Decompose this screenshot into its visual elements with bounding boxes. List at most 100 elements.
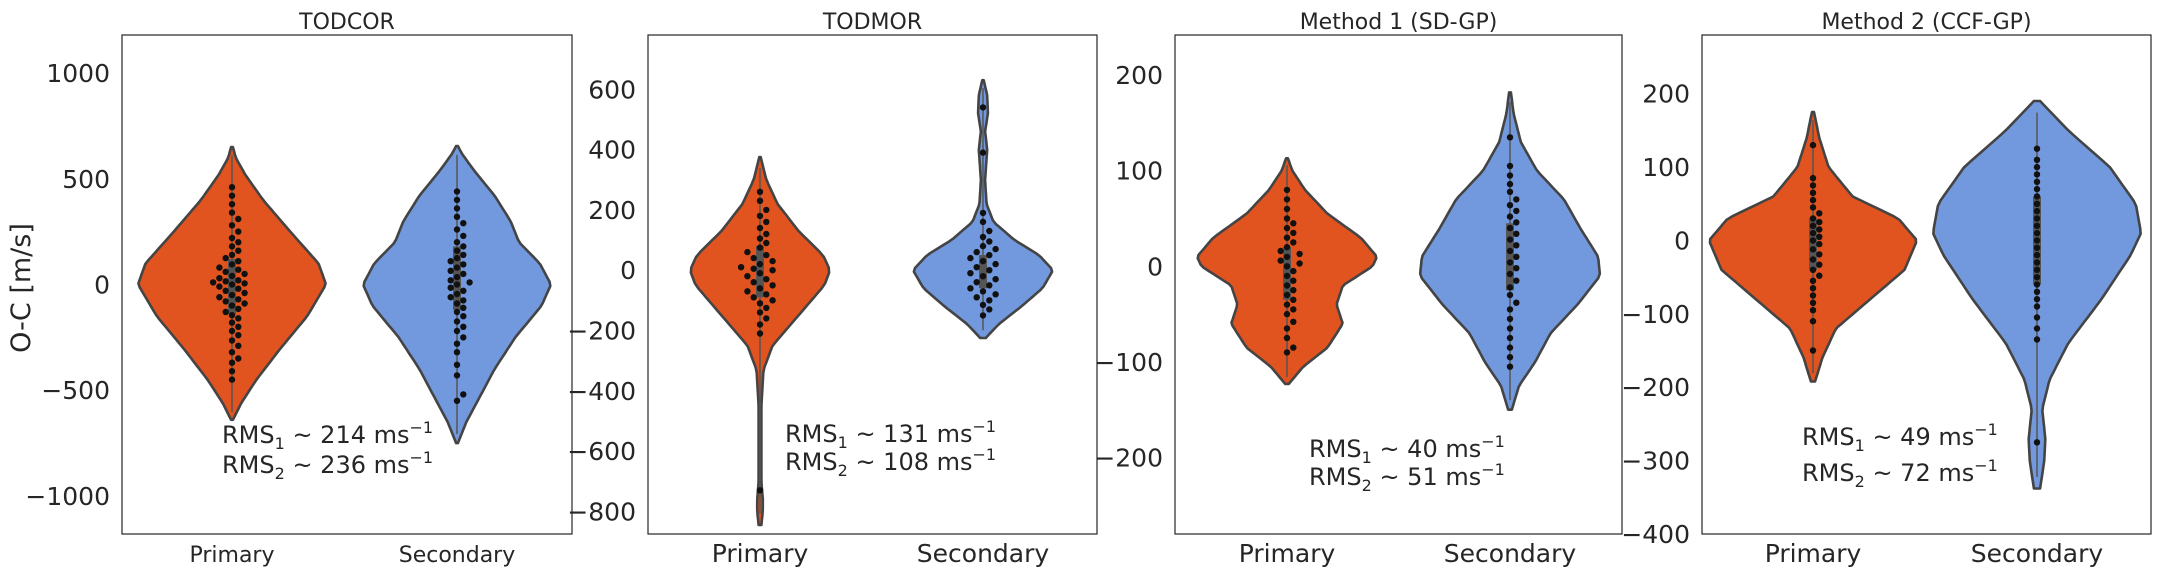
data-point — [1816, 240, 1823, 248]
data-point — [992, 291, 999, 298]
data-point — [756, 270, 764, 277]
violin-secondary — [362, 144, 552, 445]
data-point — [2033, 266, 2041, 273]
data-point — [453, 196, 461, 204]
plot-frame — [1701, 34, 2152, 535]
data-point — [2033, 296, 2041, 303]
data-point — [453, 349, 461, 356]
data-point — [986, 227, 993, 235]
data-point — [1816, 251, 1823, 258]
data-point — [2033, 288, 2041, 295]
y-tick-label: −400 — [567, 377, 636, 406]
data-point — [1809, 229, 1817, 237]
data-point — [228, 192, 236, 199]
data-point — [460, 270, 467, 278]
data-point — [216, 283, 223, 290]
data-point — [1290, 318, 1297, 325]
data-point — [453, 226, 461, 233]
data-point — [1290, 239, 1297, 246]
data-point — [1290, 287, 1297, 294]
data-point — [1296, 250, 1303, 258]
y-tick-label: −600 — [567, 437, 636, 466]
data-point — [973, 294, 980, 301]
data-point — [1809, 299, 1817, 306]
y-axis-label: O-C [m/s] — [6, 223, 37, 353]
y-tick-label: 0 — [620, 256, 636, 285]
data-point — [1283, 196, 1291, 203]
data-point — [763, 230, 770, 238]
data-point — [1513, 299, 1520, 306]
data-point — [1809, 256, 1817, 263]
data-point — [1290, 229, 1297, 237]
plot-frame — [121, 34, 573, 535]
data-point — [979, 301, 987, 309]
data-point — [235, 323, 242, 330]
data-point — [979, 149, 987, 156]
data-point — [1506, 134, 1514, 141]
chart-panel-2: TODMOR −800 −600 −400 −200 0 200 400 600 Primary S… — [567, 10, 1098, 568]
data-point — [763, 315, 770, 322]
data-point — [1506, 291, 1514, 299]
data-point — [756, 260, 764, 268]
data-point — [1513, 277, 1520, 284]
data-point — [453, 239, 461, 246]
data-point — [2033, 171, 2041, 178]
data-point — [744, 248, 751, 256]
data-point — [453, 254, 461, 262]
data-point — [1513, 242, 1520, 249]
data-point — [756, 235, 764, 242]
data-point — [1809, 189, 1817, 196]
data-point — [1283, 325, 1291, 332]
data-point — [228, 376, 236, 383]
data-point — [216, 275, 223, 282]
data-point — [986, 238, 993, 245]
data-point — [2033, 237, 2041, 244]
data-point — [763, 206, 770, 214]
data-point — [750, 294, 757, 301]
data-point — [460, 304, 467, 311]
data-point — [756, 300, 764, 307]
data-point — [235, 342, 242, 349]
data-point — [756, 330, 764, 337]
data-point — [216, 294, 223, 301]
data-point — [453, 264, 461, 271]
violin-primary — [689, 155, 831, 527]
data-point — [1809, 277, 1817, 284]
data-point — [228, 272, 236, 280]
y-tick-label: 500 — [62, 165, 110, 194]
violin-primary — [137, 145, 327, 422]
violin-iqr-box — [1506, 223, 1514, 291]
data-point — [235, 305, 242, 312]
data-point — [769, 257, 776, 265]
data-point — [228, 302, 236, 309]
data-point — [228, 251, 236, 259]
data-point — [1816, 272, 1823, 279]
data-point — [1809, 237, 1817, 244]
data-point — [228, 291, 236, 299]
data-point — [2033, 274, 2041, 281]
data-point — [756, 487, 764, 494]
data-point — [1809, 182, 1817, 189]
data-point — [1283, 291, 1291, 299]
data-point — [1513, 253, 1520, 260]
data-point — [1296, 260, 1303, 267]
data-point — [967, 285, 974, 292]
data-point — [756, 309, 764, 316]
data-point — [235, 215, 242, 223]
data-point — [460, 391, 467, 398]
data-point — [222, 254, 229, 262]
y-tick-label: −300 — [1621, 447, 1690, 476]
data-point — [460, 297, 467, 304]
data-point — [1290, 220, 1297, 227]
data-point — [769, 297, 776, 304]
data-point — [1277, 247, 1284, 255]
data-point — [228, 209, 236, 216]
data-point — [2033, 229, 2041, 237]
data-point — [1809, 204, 1817, 211]
data-point — [1506, 188, 1514, 195]
violin-iqr-box — [979, 255, 987, 289]
data-point — [2033, 281, 2041, 288]
data-point — [986, 297, 993, 304]
data-point — [2033, 178, 2041, 185]
data-point — [1809, 215, 1817, 222]
